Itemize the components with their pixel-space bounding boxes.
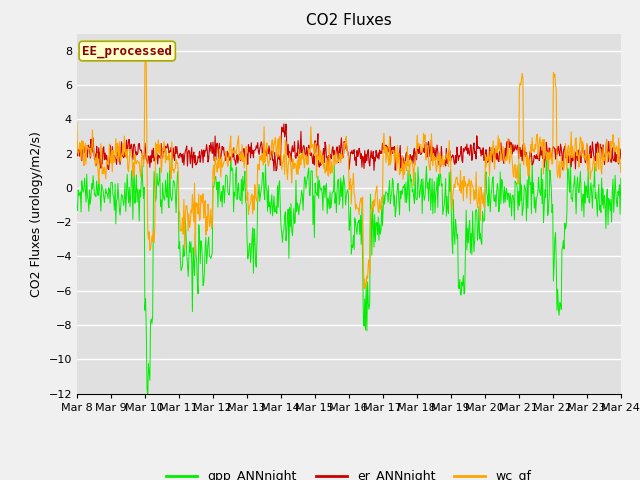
wc_gf (141, 54, 149, 60)
wc_gf (137, 174, 145, 180)
wc_gf (73, 120, 81, 125)
Line: gpp_ANNnight: gpp_ANNnight (77, 154, 621, 400)
gpp_ANNnight (617, 175, 625, 181)
gpp_ANNnight (264, 183, 272, 189)
wc_gf (264, 163, 272, 169)
gpp_ANNnight (543, 151, 550, 156)
er_ANNnight (237, 158, 244, 164)
gpp_ANNnight (137, 194, 145, 200)
gpp_ANNnight (436, 171, 444, 177)
wc_gf (437, 153, 445, 159)
er_ANNnight (73, 141, 81, 146)
Text: EE_processed: EE_processed (82, 44, 172, 58)
er_ANNnight (264, 146, 271, 152)
gpp_ANNnight (285, 255, 292, 261)
er_ANNnight (280, 121, 288, 127)
gpp_ANNnight (406, 208, 413, 214)
er_ANNnight (406, 152, 414, 157)
Line: wc_gf: wc_gf (77, 57, 621, 289)
wc_gf (406, 162, 414, 168)
gpp_ANNnight (73, 203, 81, 208)
gpp_ANNnight (144, 397, 152, 403)
Line: er_ANNnight: er_ANNnight (77, 124, 621, 171)
Y-axis label: CO2 Fluxes (urology/m2/s): CO2 Fluxes (urology/m2/s) (30, 131, 43, 297)
er_ANNnight (270, 168, 278, 174)
er_ANNnight (285, 148, 293, 154)
wc_gf (360, 286, 368, 292)
wc_gf (617, 169, 625, 175)
wc_gf (237, 157, 245, 163)
er_ANNnight (617, 156, 625, 162)
er_ANNnight (437, 164, 445, 169)
er_ANNnight (137, 147, 145, 153)
gpp_ANNnight (237, 176, 245, 182)
wc_gf (285, 158, 292, 164)
Legend: gpp_ANNnight, er_ANNnight, wc_gf: gpp_ANNnight, er_ANNnight, wc_gf (161, 465, 536, 480)
Title: CO2 Fluxes: CO2 Fluxes (306, 13, 392, 28)
